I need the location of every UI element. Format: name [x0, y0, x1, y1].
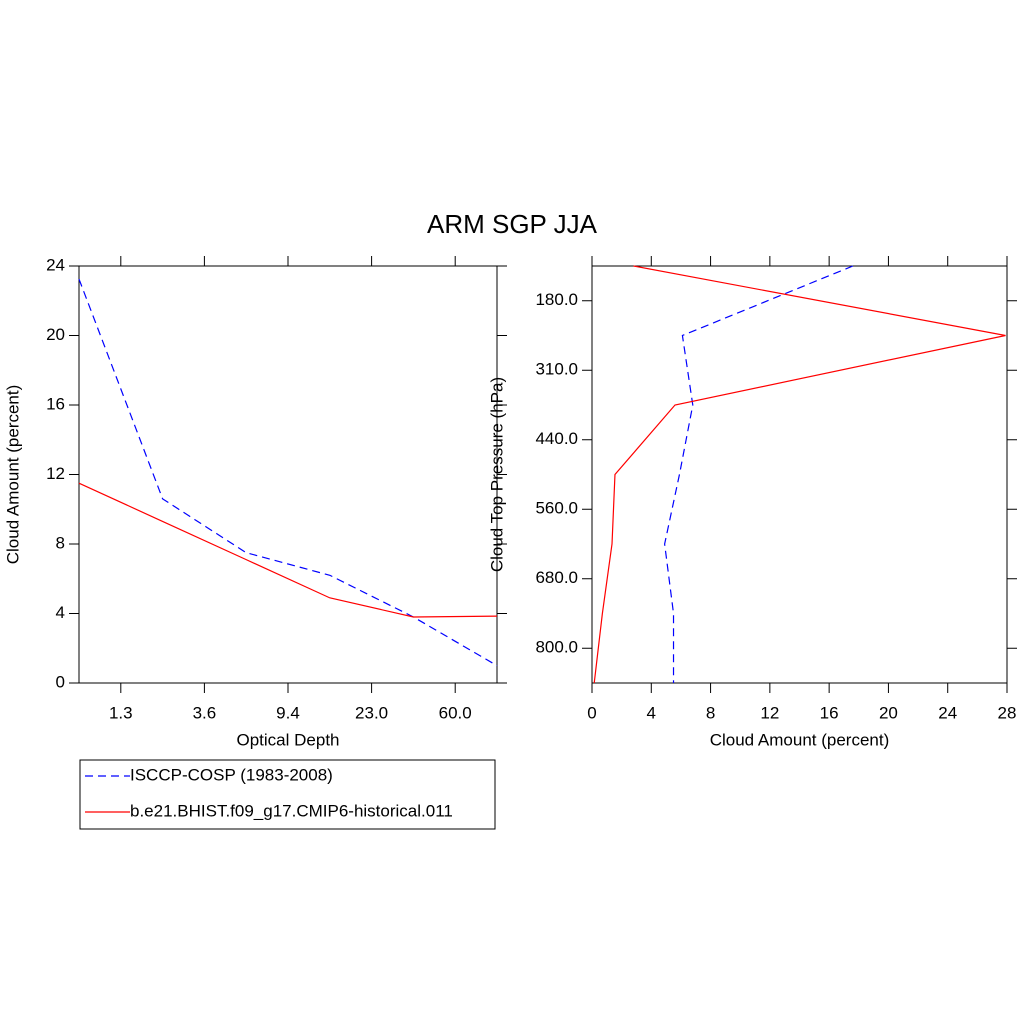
y-tick-label: 4 [56, 603, 65, 622]
series-line [78, 482, 498, 618]
x-tick-label: 3.6 [193, 703, 217, 722]
x-tick-label: 24 [938, 703, 957, 722]
y-axis-label: Cloud Amount (percent) [3, 385, 22, 565]
y-axis-label: Cloud Top Pressure (hPa) [487, 377, 506, 572]
plot-frame [591, 265, 1008, 684]
plot-frame [78, 265, 498, 684]
legend-box [79, 759, 496, 830]
y-tick-label: 0 [56, 672, 65, 691]
x-tick-label: 0 [587, 703, 596, 722]
x-axis-label: Cloud Amount (percent) [710, 730, 890, 749]
y-tick-label: 680.0 [535, 568, 578, 587]
x-tick-label: 23.0 [355, 703, 388, 722]
y-tick-label: 24 [46, 255, 65, 274]
legend-label: ISCCP-COSP (1983-2008) [130, 765, 333, 784]
y-tick-label: 560.0 [535, 499, 578, 518]
y-tick-label: 800.0 [535, 638, 578, 657]
x-tick-label: 20 [879, 703, 898, 722]
x-tick-label: 28 [998, 703, 1017, 722]
series-line [78, 278, 498, 667]
x-tick-label: 4 [647, 703, 656, 722]
x-tick-label: 12 [760, 703, 779, 722]
y-tick-label: 12 [46, 464, 65, 483]
legend-label: b.e21.BHIST.f09_g17.CMIP6-historical.011 [130, 801, 453, 820]
series-line [593, 265, 1006, 684]
series-line [664, 265, 854, 683]
y-tick-label: 440.0 [535, 429, 578, 448]
y-tick-label: 20 [46, 325, 65, 344]
x-axis-label: Optical Depth [237, 730, 340, 749]
x-tick-label: 1.3 [109, 703, 133, 722]
y-tick-label: 8 [56, 533, 65, 552]
x-tick-label: 8 [706, 703, 715, 722]
x-tick-label: 16 [820, 703, 839, 722]
y-tick-label: 180.0 [535, 290, 578, 309]
y-tick-label: 16 [46, 394, 65, 413]
chart-title: ARM SGP JJA [427, 209, 598, 239]
x-tick-label: 9.4 [276, 703, 300, 722]
x-tick-label: 60.0 [439, 703, 472, 722]
y-tick-label: 310.0 [535, 360, 578, 379]
